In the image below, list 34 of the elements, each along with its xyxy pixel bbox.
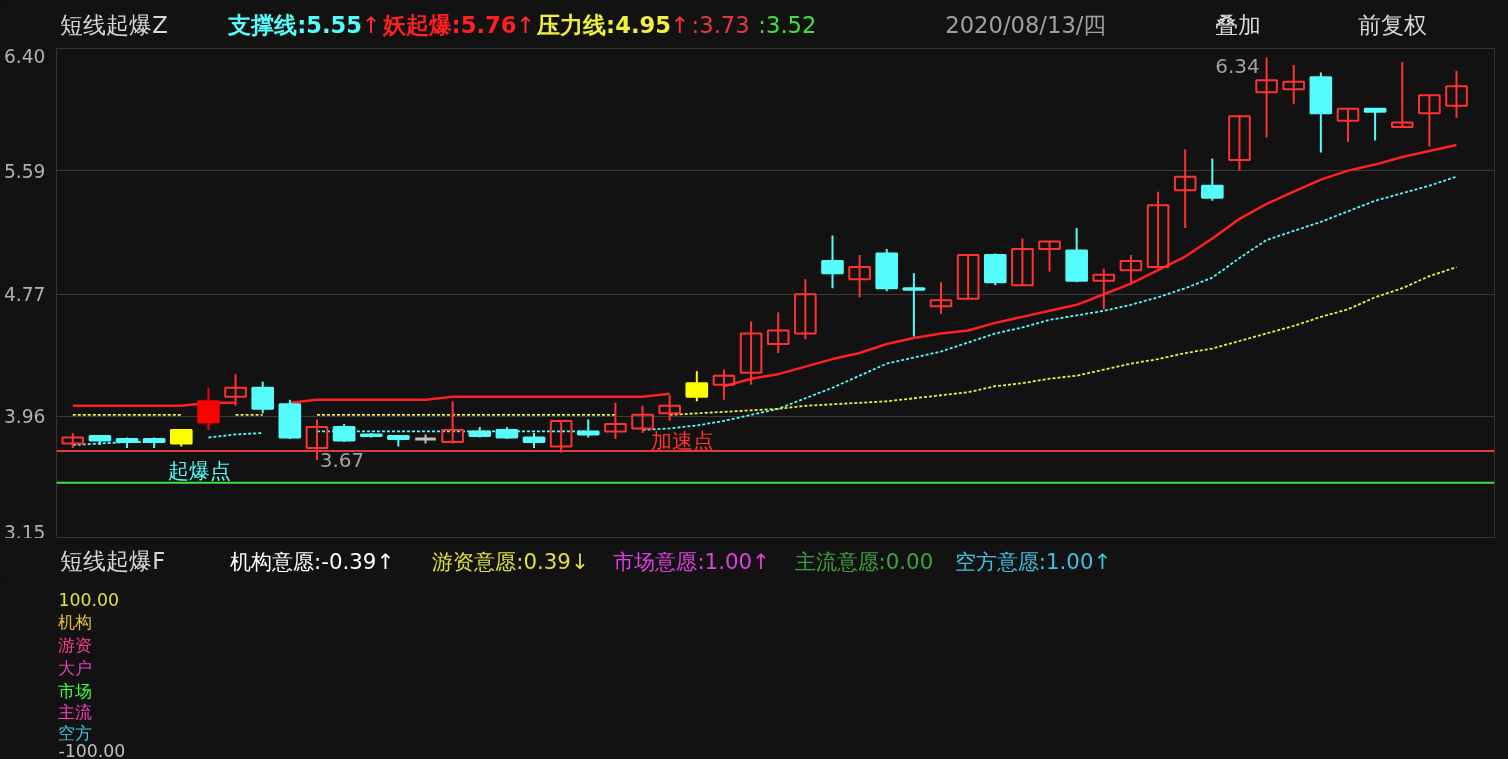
text: 主流意愿:0.00 (794, 548, 934, 574)
text: 压力线:4.95 (536, 11, 672, 38)
y-tick-label: 4.77 (3, 284, 46, 306)
text: 游资意愿:0.39↓ (432, 548, 589, 574)
text: ↑ (516, 11, 536, 38)
y-tick-label: 5.59 (3, 160, 46, 182)
text: 机构意愿:-0.39↑ (230, 548, 395, 574)
text: 支撑线:5.55 (227, 11, 363, 38)
text: 短线起爆F (60, 548, 166, 574)
text: 空方意愿:1.00↑ (954, 548, 1112, 574)
text: 大户 (58, 657, 93, 678)
text: 市场意愿:1.00↑ (613, 548, 770, 574)
text: 空方 (58, 723, 93, 744)
text: 市场 (58, 680, 93, 701)
annotation: 起爆点 (167, 458, 231, 484)
text: 妖起爆:5.76 (381, 11, 517, 38)
text: 2020/08/13/四 (945, 11, 1107, 38)
text: 前复权 (1358, 11, 1428, 38)
y-tick-label: 6.40 (3, 45, 46, 67)
annotation: 3.67 (319, 448, 365, 473)
text: ↑ (361, 11, 381, 38)
text: ↑ (670, 11, 690, 38)
text: 主流 (58, 701, 93, 722)
y-tick-label: 3.15 (3, 521, 46, 543)
annotation: 6.34 (1215, 54, 1260, 79)
text: 机构 (58, 612, 93, 633)
chart-title: 短线起爆Z (60, 11, 168, 38)
y-tick-label: 3.96 (3, 406, 46, 428)
text: -100.00 (58, 741, 126, 759)
text: 游资 (58, 635, 93, 656)
text: 100.00 (58, 589, 120, 610)
ref-line-label: :3.73 (691, 11, 750, 38)
text: 叠加 (1215, 11, 1262, 38)
ref-line-label: :3.52 (758, 11, 817, 38)
